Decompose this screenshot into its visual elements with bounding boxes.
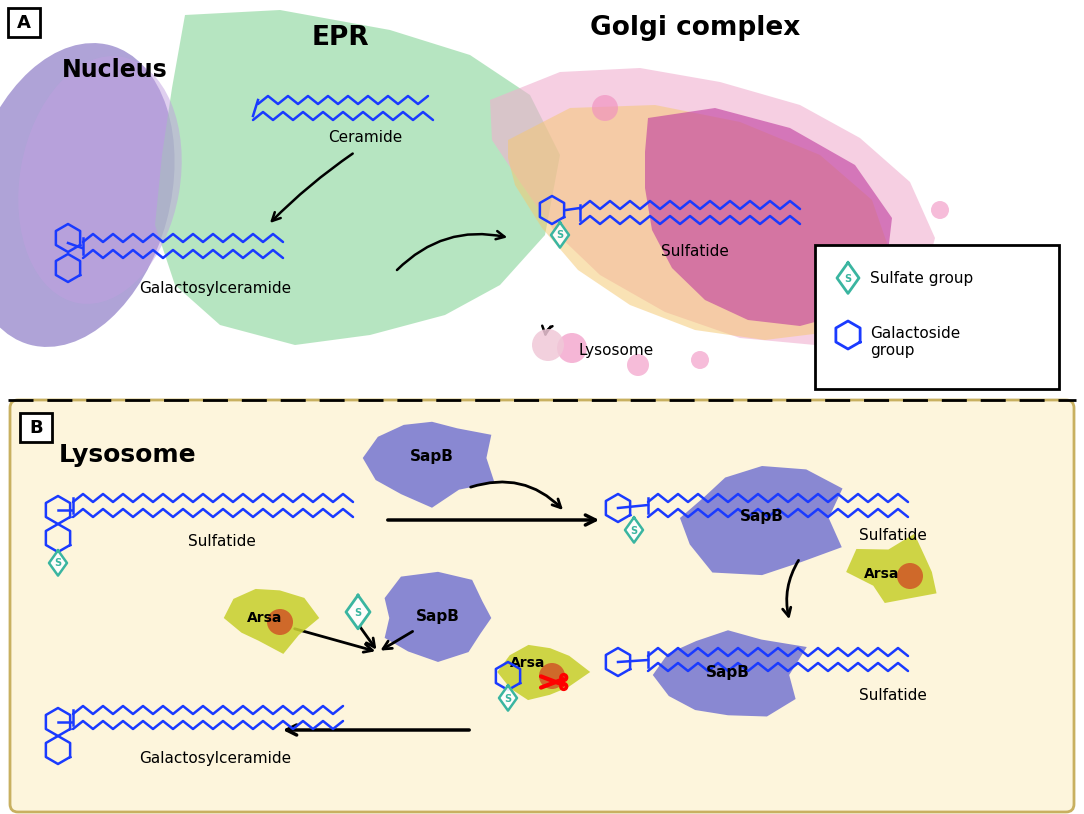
Polygon shape: [490, 68, 935, 345]
Text: Galactoside
group: Galactoside group: [870, 326, 960, 358]
Text: Arsa: Arsa: [511, 656, 545, 670]
Circle shape: [941, 275, 955, 289]
Polygon shape: [551, 222, 569, 247]
Text: B: B: [29, 419, 42, 437]
Text: Golgi complex: Golgi complex: [590, 15, 800, 41]
Circle shape: [557, 333, 588, 363]
Polygon shape: [508, 105, 890, 340]
Text: Ceramide: Ceramide: [327, 130, 402, 146]
Polygon shape: [49, 550, 67, 575]
Polygon shape: [363, 422, 494, 508]
Text: EPR: EPR: [311, 25, 369, 51]
Circle shape: [539, 663, 565, 689]
FancyBboxPatch shape: [815, 245, 1059, 389]
Polygon shape: [499, 685, 517, 711]
Text: S: S: [556, 230, 564, 240]
Circle shape: [592, 95, 618, 121]
Text: Lysosome: Lysosome: [60, 443, 197, 467]
Ellipse shape: [0, 43, 175, 347]
Text: Sulfatide: Sulfatide: [859, 527, 927, 542]
Polygon shape: [346, 595, 370, 628]
Text: SapB: SapB: [740, 509, 784, 523]
Text: S: S: [504, 694, 512, 703]
Circle shape: [267, 609, 293, 635]
Polygon shape: [680, 466, 842, 575]
Polygon shape: [645, 108, 892, 326]
Polygon shape: [847, 534, 937, 603]
Polygon shape: [385, 571, 491, 662]
FancyBboxPatch shape: [10, 400, 1074, 812]
Circle shape: [931, 201, 948, 219]
Polygon shape: [223, 589, 320, 654]
Text: SapB: SapB: [416, 609, 460, 624]
Text: Sulfatide: Sulfatide: [661, 244, 728, 260]
FancyBboxPatch shape: [8, 8, 40, 37]
Circle shape: [627, 354, 649, 376]
Polygon shape: [837, 263, 859, 293]
Text: Galactosylceramide: Galactosylceramide: [139, 281, 292, 295]
Text: Galactosylceramide: Galactosylceramide: [139, 751, 292, 765]
Text: Sulfate group: Sulfate group: [870, 270, 973, 286]
Circle shape: [691, 351, 709, 369]
Text: S: S: [54, 558, 62, 568]
Text: Nucleus: Nucleus: [62, 58, 168, 82]
Polygon shape: [625, 518, 643, 543]
Text: Arsa: Arsa: [864, 567, 900, 581]
Text: SapB: SapB: [706, 666, 750, 681]
Polygon shape: [155, 10, 560, 345]
Text: Sulfatide: Sulfatide: [188, 535, 256, 549]
Text: A: A: [17, 14, 31, 32]
Circle shape: [896, 563, 922, 589]
Text: S: S: [631, 526, 637, 536]
FancyBboxPatch shape: [20, 413, 52, 442]
Text: S: S: [354, 607, 362, 618]
Text: Sulfatide: Sulfatide: [859, 688, 927, 702]
Text: SapB: SapB: [410, 449, 454, 463]
Text: Lysosome: Lysosome: [578, 343, 654, 357]
Polygon shape: [498, 645, 590, 700]
Ellipse shape: [18, 56, 182, 304]
Polygon shape: [653, 630, 806, 716]
Text: Arsa: Arsa: [247, 611, 283, 625]
Circle shape: [532, 329, 564, 361]
Text: S: S: [844, 274, 852, 283]
